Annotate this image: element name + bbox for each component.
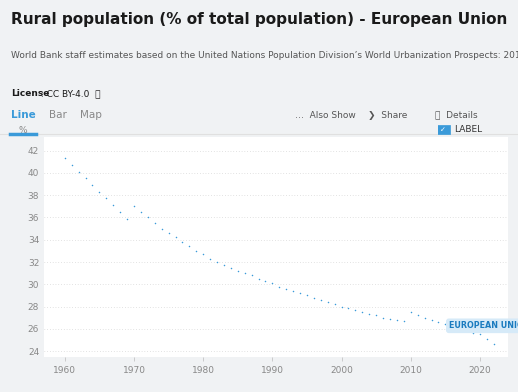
Text: License: License — [11, 89, 50, 98]
Text: Map: Map — [80, 110, 102, 120]
Text: ❯  Share: ❯ Share — [368, 111, 407, 120]
Text: : CC BY-4.0  ⓘ: : CC BY-4.0 ⓘ — [38, 89, 101, 98]
Text: Rural population (% of total population) - European Union: Rural population (% of total population)… — [11, 12, 508, 27]
Text: LABEL: LABEL — [454, 125, 482, 134]
Text: Bar: Bar — [49, 110, 67, 120]
Text: ✓: ✓ — [440, 127, 446, 133]
Text: Line: Line — [11, 110, 36, 120]
Text: ⓘ  Details: ⓘ Details — [435, 111, 478, 120]
Text: World Bank staff estimates based on the United Nations Population Division’s Wor: World Bank staff estimates based on the … — [11, 51, 518, 60]
FancyBboxPatch shape — [437, 125, 450, 134]
Text: …  Also Show: … Also Show — [295, 111, 356, 120]
Text: EUROPEAN UNION: EUROPEAN UNION — [449, 321, 518, 330]
Text: %: % — [19, 126, 27, 135]
